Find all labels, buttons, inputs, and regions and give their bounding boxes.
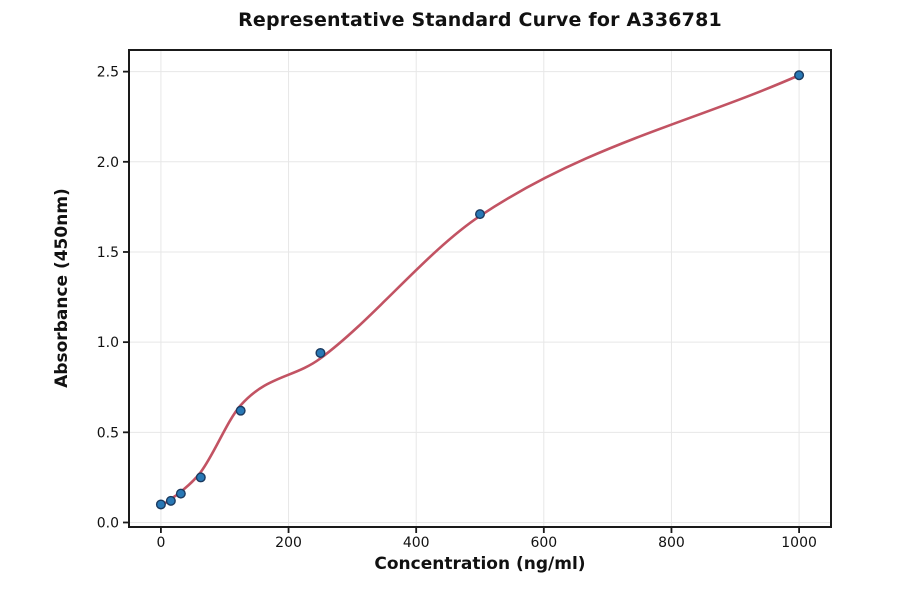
y-tick-label: 1.5 [97,245,119,261]
x-tick-label: 1000 [781,535,817,551]
y-tick-label: 2.0 [97,155,119,171]
data-point [155,499,166,510]
x-tick-label: 400 [403,535,430,551]
x-tick-label: 800 [658,535,685,551]
data-point [175,488,186,499]
data-point [195,472,206,483]
x-tick-label: 600 [530,535,557,551]
data-point [475,209,486,220]
chart-title: Representative Standard Curve for A33678… [238,9,722,31]
x-axis-label: Concentration (ng/ml) [374,554,586,574]
y-tick-label: 2.5 [97,65,119,81]
data-point [794,70,805,81]
data-point [235,405,246,416]
y-tick-label: 0.5 [97,425,119,441]
y-axis-label: Absorbance (450nm) [52,188,72,388]
data-point [165,495,176,506]
plot-frame [128,49,832,528]
y-tick-label: 1.0 [97,335,119,351]
fit-curve [159,73,801,508]
data-point [315,347,326,358]
x-tick-label: 200 [275,535,302,551]
y-tick-label: 0.0 [97,515,119,531]
x-tick-label: 0 [156,535,165,551]
